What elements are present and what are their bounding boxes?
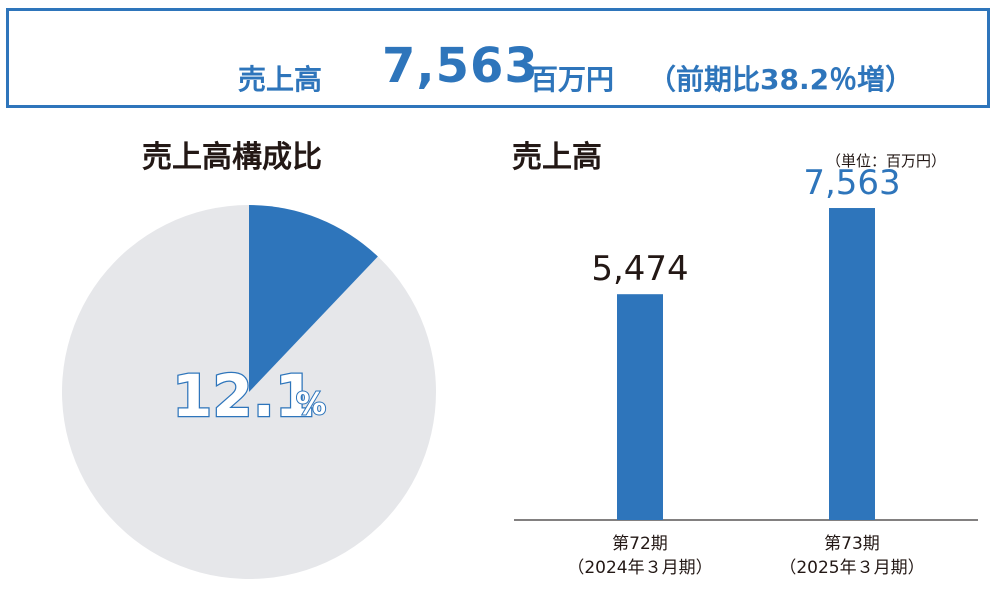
pie-percent-label: 12.1 <box>172 362 315 430</box>
bar-category-label-2-line-2: （2025年３月期） <box>779 558 924 578</box>
pie-percent-sign: % <box>296 387 326 422</box>
sales-summary-banner <box>6 8 990 108</box>
banner-label: 売上高 <box>238 63 323 96</box>
banner-value: 7,563 <box>382 38 539 94</box>
sales-title: 売上高 <box>512 140 602 175</box>
bar-value-label-1: 5,474 <box>591 249 688 289</box>
unit-note: （単位：百万円） <box>826 152 947 170</box>
banner-unit: 百万円 <box>530 63 615 96</box>
bar-2 <box>829 208 875 520</box>
pie-slice-highlight <box>249 205 378 392</box>
bar-category-label-1-line-1: 第72期 <box>612 534 668 554</box>
bar-category-label-2-line-1: 第73期 <box>824 534 880 554</box>
banner-growth: （前期比38.2％増） <box>648 63 914 96</box>
bar-1 <box>617 294 663 520</box>
bar-category-label-1-line-2: （2024年３月期） <box>567 558 712 578</box>
composition-title: 売上高構成比 <box>142 140 322 175</box>
bar-value-label-2: 7,563 <box>803 163 900 203</box>
